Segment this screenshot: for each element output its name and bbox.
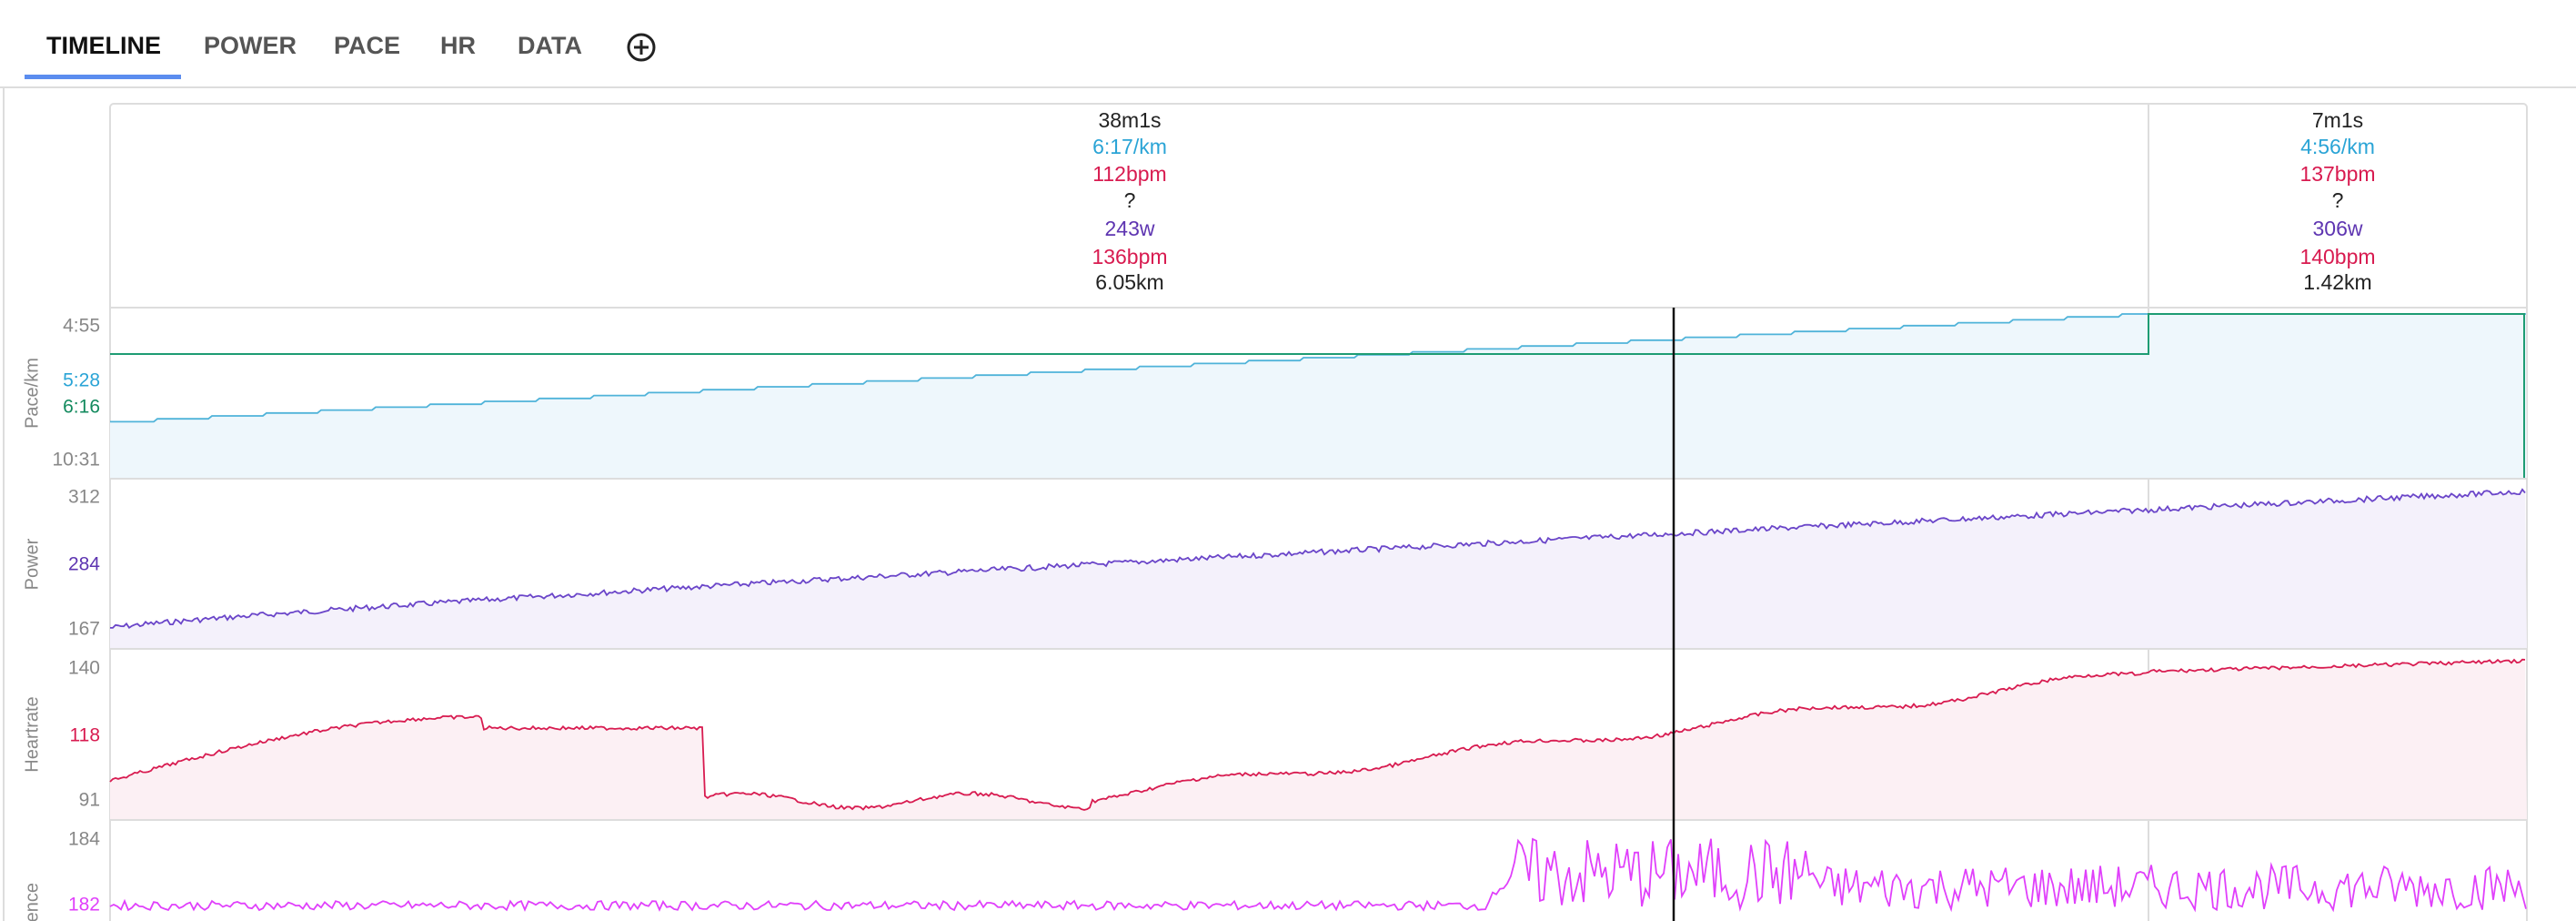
power-trace-fill — [110, 489, 2527, 649]
tick-label: 312 — [68, 487, 100, 508]
traces — [109, 313, 2527, 913]
duration: 38m1s — [1098, 108, 1161, 132]
hr-trace-fill — [110, 659, 2527, 820]
unknown: ? — [1124, 188, 1136, 212]
pace-trace-fill — [110, 314, 2527, 479]
panel-label: Power — [22, 538, 42, 590]
panel-label: Cadence — [22, 883, 42, 921]
max-hr: 140bpm — [2299, 245, 2375, 268]
tab-bar — [0, 0, 2576, 87]
pace: 6:17/km — [1092, 135, 1167, 158]
interval-summary: 38m1s 6:17/km 112bpm ? 243w 136bpm 6.05k… — [1092, 108, 1167, 294]
tick-label: 5:28 — [63, 370, 100, 391]
hr: 137bpm — [2299, 162, 2375, 186]
tick-label: 167 — [68, 619, 100, 640]
tab[interactable]: HR — [440, 32, 476, 59]
cadence-trace — [109, 837, 2527, 913]
pace-lap-trace — [110, 313, 2525, 479]
tick-label: 140 — [68, 658, 100, 679]
tick-label: 6:16 — [63, 397, 100, 418]
add-tab-button[interactable] — [627, 33, 656, 62]
power: 306w — [2313, 217, 2363, 240]
hr-trace — [109, 658, 2526, 811]
tab[interactable]: DATA — [518, 32, 582, 59]
distance: 6.05km — [1095, 270, 1163, 294]
tick-label: 118 — [70, 725, 100, 746]
tick-label: 4:55 — [63, 316, 100, 337]
interval-summary: 7m1s 4:56/km 137bpm ? 306w 140bpm 1.42km — [2299, 108, 2375, 294]
tab[interactable]: PACE — [334, 32, 400, 59]
tick-label: 284 — [68, 554, 100, 575]
active-tab-underline — [25, 75, 181, 79]
max-hr: 136bpm — [1092, 245, 1167, 268]
power-trace — [110, 488, 2526, 630]
unknown: ? — [2332, 188, 2344, 212]
panel-label: Pace/km — [22, 358, 42, 429]
pace-trace — [110, 313, 2526, 423]
tick-label: 91 — [79, 790, 100, 811]
panel-label: Heartrate — [22, 696, 42, 772]
tab[interactable]: TIMELINE — [46, 32, 161, 59]
duration: 7m1s — [2312, 108, 2363, 132]
hr: 112bpm — [1092, 162, 1166, 186]
power: 243w — [1105, 217, 1155, 240]
pace: 4:56/km — [2300, 135, 2375, 158]
tick-label: 182 — [68, 895, 100, 916]
tick-label: 10:31 — [52, 450, 100, 471]
tick-label: 184 — [68, 829, 100, 850]
add-icon — [627, 33, 656, 62]
distance: 1.42km — [2303, 270, 2371, 294]
tab[interactable]: POWER — [204, 32, 297, 59]
